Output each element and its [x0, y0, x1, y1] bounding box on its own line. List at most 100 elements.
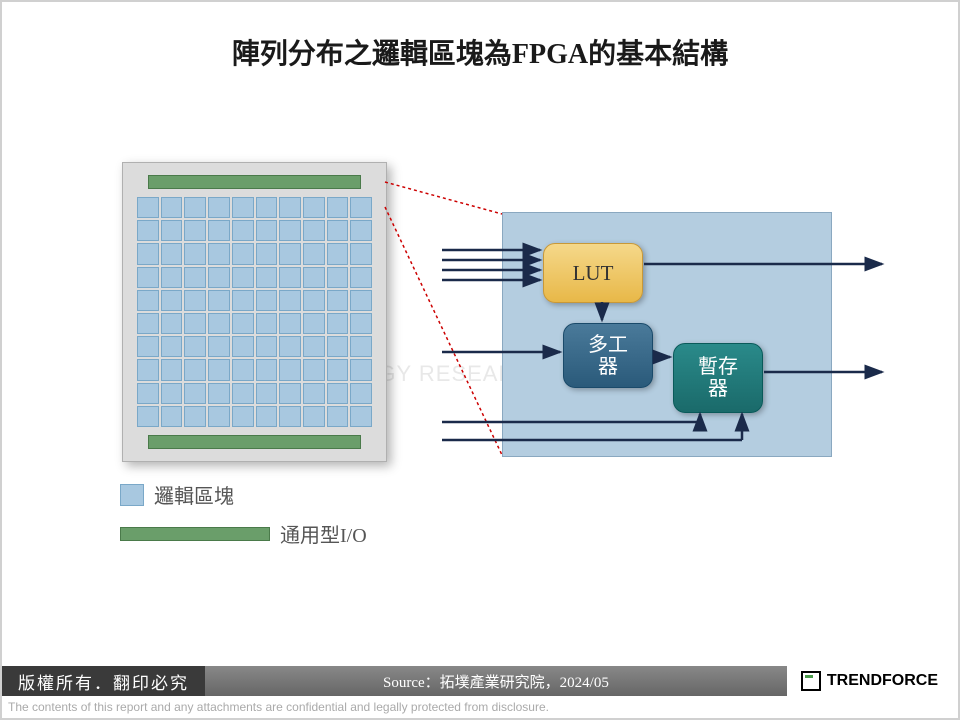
logic-cell — [232, 406, 254, 427]
logic-cell — [161, 336, 183, 357]
logic-cell — [232, 383, 254, 404]
logic-cell — [137, 243, 159, 264]
logic-cell — [208, 290, 230, 311]
logic-cell — [256, 197, 278, 218]
logic-cell — [208, 406, 230, 427]
logic-cell — [208, 267, 230, 288]
logic-cell — [137, 406, 159, 427]
logic-cell — [256, 290, 278, 311]
lut-label: LUT — [573, 261, 614, 286]
logic-cell — [350, 406, 372, 427]
logic-cell — [350, 290, 372, 311]
logic-cell — [208, 197, 230, 218]
logic-cell — [161, 359, 183, 380]
logic-cell — [279, 383, 301, 404]
logic-cell — [232, 313, 254, 334]
footer-source: Source：拓墣產業研究院，2024/05 — [205, 671, 787, 692]
legend-logic-label: 邏輯區塊 — [154, 480, 234, 509]
logic-cell — [232, 267, 254, 288]
logic-cell — [279, 267, 301, 288]
legend-logic-swatch — [120, 484, 144, 506]
footer-brand: TRENDFORCE — [787, 666, 958, 696]
logic-cell — [327, 243, 349, 264]
logic-cell — [208, 220, 230, 241]
logic-cell — [137, 336, 159, 357]
logic-cell — [279, 336, 301, 357]
logic-cell — [350, 243, 372, 264]
logic-cell — [303, 383, 325, 404]
logic-cell — [232, 290, 254, 311]
logic-cell — [232, 243, 254, 264]
logic-cell — [184, 383, 206, 404]
logic-cell — [327, 359, 349, 380]
logic-cell — [256, 220, 278, 241]
logic-block-detail: LUT 多工 器 暫存 器 — [502, 212, 832, 457]
logic-block-grid — [137, 197, 372, 427]
logic-cell — [279, 243, 301, 264]
logic-cell — [256, 336, 278, 357]
logic-cell — [161, 243, 183, 264]
disclaimer-text: The contents of this report and any atta… — [8, 700, 549, 714]
logic-cell — [350, 267, 372, 288]
logic-cell — [184, 243, 206, 264]
trendforce-logo-icon — [801, 671, 821, 691]
logic-cell — [161, 197, 183, 218]
io-bar-bottom — [148, 435, 361, 449]
logic-cell — [350, 220, 372, 241]
logic-cell — [350, 313, 372, 334]
logic-cell — [303, 220, 325, 241]
footer-bar: 版權所有．翻印必究 Source：拓墣產業研究院，2024/05 TRENDFO… — [2, 666, 958, 696]
logic-cell — [327, 406, 349, 427]
legend-row-io: 通用型I/O — [120, 519, 367, 548]
logic-cell — [327, 220, 349, 241]
logic-cell — [184, 267, 206, 288]
lut-block: LUT — [543, 243, 643, 303]
logic-cell — [184, 359, 206, 380]
logic-cell — [256, 243, 278, 264]
logic-cell — [137, 220, 159, 241]
logic-cell — [279, 313, 301, 334]
logic-cell — [161, 220, 183, 241]
logic-cell — [137, 290, 159, 311]
logic-cell — [327, 336, 349, 357]
logic-cell — [303, 290, 325, 311]
footer-copyright: 版權所有．翻印必究 — [2, 666, 205, 696]
logic-cell — [303, 406, 325, 427]
logic-cell — [279, 220, 301, 241]
logic-cell — [208, 243, 230, 264]
brand-text: TRENDFORCE — [827, 672, 938, 690]
legend-row-logic: 邏輯區塊 — [120, 480, 367, 509]
logic-cell — [350, 359, 372, 380]
mux-label-1: 多工 — [588, 334, 628, 356]
logic-cell — [161, 313, 183, 334]
logic-cell — [327, 383, 349, 404]
logic-cell — [327, 313, 349, 334]
logic-cell — [137, 197, 159, 218]
logic-cell — [350, 197, 372, 218]
logic-cell — [303, 243, 325, 264]
logic-cell — [256, 267, 278, 288]
logic-cell — [279, 406, 301, 427]
logic-cell — [327, 290, 349, 311]
logic-cell — [137, 383, 159, 404]
slide-title: 陣列分布之邏輯區塊為FPGA的基本結構 — [2, 32, 958, 72]
mux-block: 多工 器 — [563, 323, 653, 388]
logic-cell — [232, 220, 254, 241]
logic-cell — [303, 359, 325, 380]
logic-cell — [232, 197, 254, 218]
logic-cell — [350, 336, 372, 357]
logic-cell — [256, 406, 278, 427]
logic-cell — [303, 197, 325, 218]
logic-cell — [279, 197, 301, 218]
logic-cell — [137, 313, 159, 334]
reg-block: 暫存 器 — [673, 343, 763, 413]
logic-cell — [303, 313, 325, 334]
logic-cell — [184, 197, 206, 218]
legend-io-label: 通用型I/O — [280, 519, 367, 548]
logic-cell — [208, 313, 230, 334]
logic-cell — [161, 267, 183, 288]
reg-label-1: 暫存 — [698, 356, 738, 378]
logic-cell — [208, 359, 230, 380]
logic-cell — [184, 336, 206, 357]
logic-cell — [350, 383, 372, 404]
